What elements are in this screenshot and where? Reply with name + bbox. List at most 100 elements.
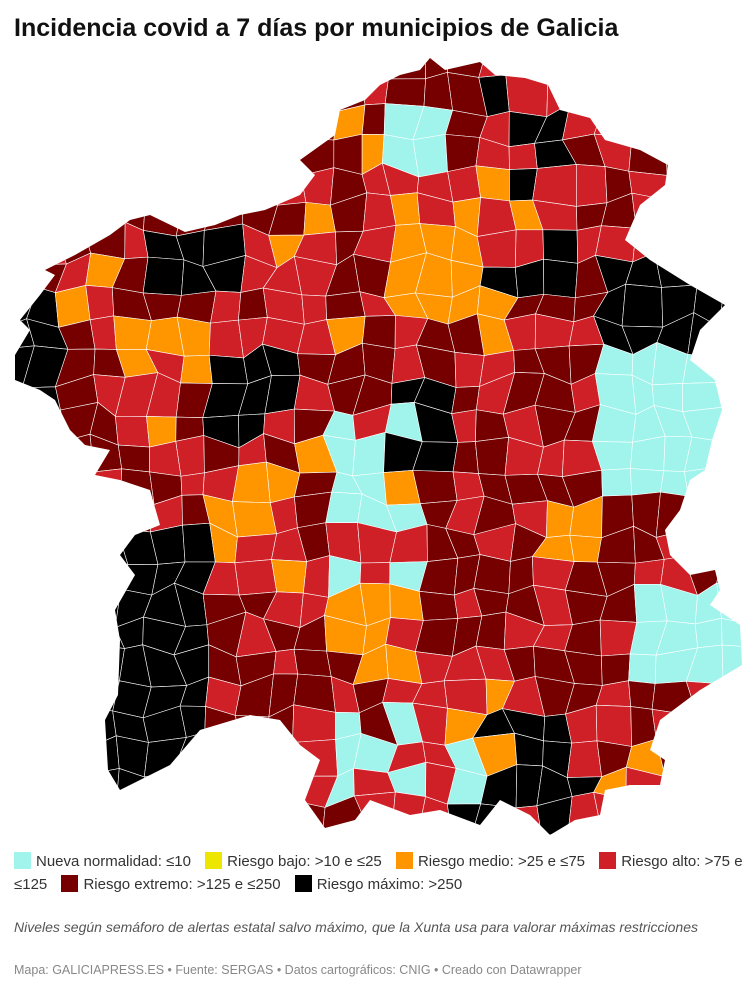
municipality bbox=[83, 768, 120, 809]
municipality bbox=[664, 132, 690, 176]
note: Niveles según semáforo de alertas estata… bbox=[14, 919, 698, 935]
municipality bbox=[361, 78, 389, 106]
municipality bbox=[262, 137, 302, 176]
municipality bbox=[475, 165, 510, 202]
municipality bbox=[87, 71, 128, 111]
legend-label: Riesgo medio: >25 e ≤75 bbox=[417, 853, 586, 870]
municipality bbox=[651, 708, 698, 745]
legend-label: Riesgo alto: >75 e ≤125 bbox=[14, 853, 743, 893]
municipality bbox=[686, 824, 727, 835]
municipality bbox=[541, 58, 574, 87]
municipality bbox=[744, 647, 756, 681]
municipality bbox=[52, 58, 92, 86]
municipality bbox=[688, 175, 725, 202]
municipality bbox=[113, 140, 157, 175]
municipality bbox=[745, 585, 756, 625]
municipality bbox=[749, 163, 756, 208]
municipality bbox=[262, 102, 299, 145]
municipality bbox=[752, 287, 756, 320]
municipality bbox=[53, 173, 96, 206]
municipality bbox=[721, 433, 742, 467]
municipality bbox=[743, 408, 756, 440]
municipality bbox=[270, 78, 299, 108]
municipality bbox=[744, 114, 756, 143]
municipality bbox=[142, 800, 184, 834]
municipality bbox=[331, 58, 363, 89]
municipality bbox=[296, 102, 337, 141]
municipality bbox=[235, 767, 275, 805]
municipality bbox=[752, 314, 756, 358]
legend-item: Riesgo extremo: >125 e ≤250 bbox=[61, 875, 281, 893]
municipality bbox=[412, 134, 448, 178]
municipality bbox=[451, 828, 481, 835]
municipality bbox=[628, 133, 668, 176]
municipality bbox=[233, 799, 275, 829]
municipality bbox=[84, 504, 121, 530]
municipality bbox=[56, 554, 98, 597]
municipality bbox=[91, 524, 129, 566]
municipality bbox=[149, 440, 182, 477]
municipality bbox=[628, 653, 657, 684]
municipality bbox=[384, 78, 426, 107]
municipality bbox=[475, 436, 509, 476]
municipality bbox=[532, 164, 577, 207]
municipality bbox=[689, 799, 727, 832]
municipality bbox=[57, 80, 90, 112]
municipality bbox=[236, 58, 271, 82]
municipality bbox=[234, 559, 278, 596]
municipality bbox=[82, 173, 116, 203]
municipality bbox=[240, 102, 272, 145]
municipality bbox=[24, 171, 61, 206]
municipality bbox=[687, 734, 723, 771]
municipality bbox=[569, 534, 602, 563]
municipality bbox=[447, 165, 481, 203]
municipality bbox=[175, 435, 205, 477]
municipality bbox=[180, 472, 205, 496]
legend-label: Riesgo extremo: >125 e ≤250 bbox=[83, 876, 281, 893]
municipality bbox=[715, 376, 742, 413]
municipality bbox=[180, 82, 212, 118]
municipality bbox=[144, 170, 188, 208]
municipality bbox=[29, 440, 68, 476]
municipality bbox=[59, 792, 87, 829]
municipality bbox=[15, 737, 31, 774]
municipality bbox=[687, 703, 720, 746]
municipality bbox=[654, 222, 686, 264]
municipality bbox=[271, 559, 308, 594]
municipality bbox=[21, 386, 61, 414]
municipality bbox=[148, 58, 185, 84]
municipality bbox=[56, 620, 95, 645]
municipality bbox=[115, 801, 147, 834]
municipality bbox=[234, 715, 270, 743]
municipality bbox=[117, 444, 150, 473]
municipality bbox=[15, 110, 30, 148]
municipality bbox=[15, 76, 35, 111]
municipality bbox=[361, 103, 386, 135]
municipality bbox=[569, 75, 607, 117]
legend-swatch bbox=[395, 852, 413, 869]
legend-item: Nueva normalidad: ≤10 bbox=[14, 852, 191, 870]
municipality bbox=[632, 222, 656, 263]
municipality bbox=[721, 227, 742, 267]
municipality bbox=[630, 58, 664, 82]
municipality bbox=[23, 492, 61, 533]
municipality bbox=[743, 231, 756, 265]
municipality bbox=[682, 354, 722, 384]
municipality bbox=[293, 648, 332, 677]
municipality bbox=[269, 827, 297, 835]
legend-swatch bbox=[205, 852, 223, 869]
municipality bbox=[29, 770, 68, 799]
municipality bbox=[52, 201, 96, 226]
municipality bbox=[143, 771, 174, 802]
municipality bbox=[121, 821, 155, 835]
municipality bbox=[15, 264, 39, 290]
municipality bbox=[542, 229, 579, 264]
municipality bbox=[270, 58, 309, 84]
municipality bbox=[715, 355, 742, 383]
legend-swatch bbox=[294, 875, 312, 892]
municipality bbox=[59, 771, 87, 801]
legend-item: Riesgo medio: >25 e ≤75 bbox=[395, 852, 586, 870]
municipality bbox=[142, 829, 184, 835]
municipality bbox=[689, 762, 723, 802]
